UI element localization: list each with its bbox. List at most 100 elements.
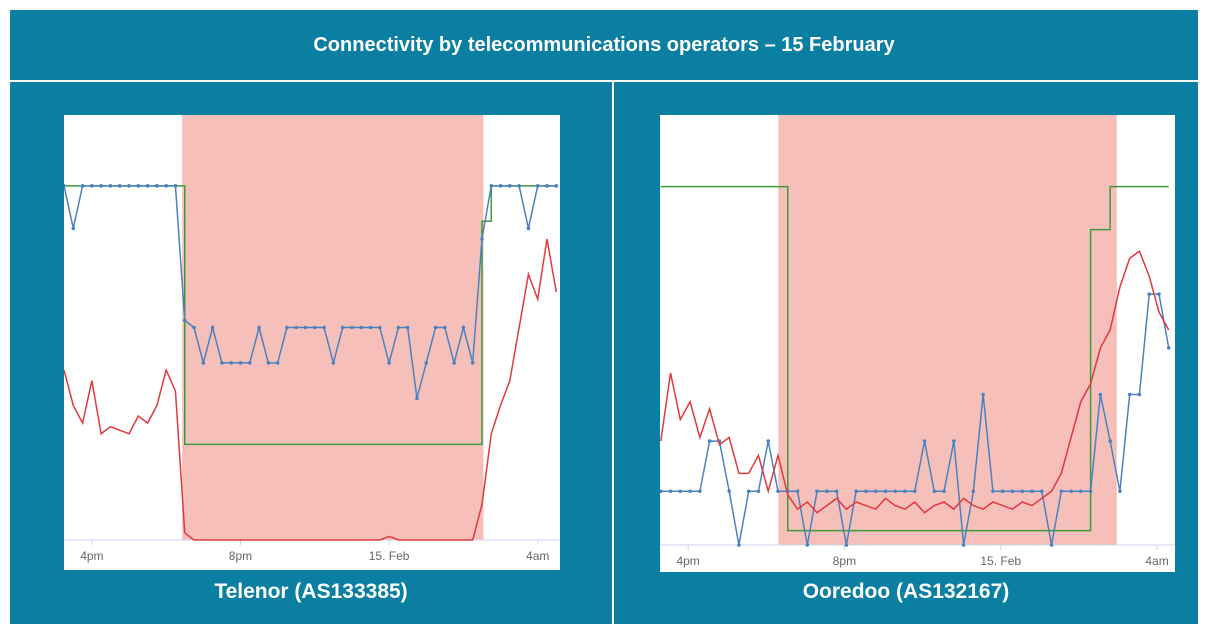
x-tick-label: 4am bbox=[526, 549, 549, 563]
point bbox=[1079, 489, 1083, 494]
point bbox=[378, 325, 382, 330]
series-line bbox=[660, 185, 1169, 532]
point bbox=[1069, 489, 1073, 494]
point bbox=[805, 543, 810, 547]
point bbox=[117, 184, 122, 188]
point bbox=[312, 325, 317, 330]
point bbox=[368, 325, 373, 330]
point bbox=[80, 184, 85, 188]
point bbox=[952, 439, 956, 443]
chart-caption: Ooredoo (AS132167) bbox=[802, 580, 1010, 603]
point bbox=[238, 361, 243, 365]
x-tick-label: 8pm bbox=[229, 549, 252, 563]
x-tick-label: 8pm bbox=[833, 554, 856, 568]
point bbox=[844, 543, 849, 547]
point bbox=[1030, 489, 1034, 494]
point bbox=[660, 489, 663, 494]
point bbox=[932, 489, 937, 494]
point bbox=[883, 489, 888, 494]
point bbox=[991, 489, 995, 494]
point bbox=[275, 361, 280, 365]
point bbox=[727, 489, 731, 494]
chart-caption: Telenor (AS133385) bbox=[214, 580, 408, 603]
point bbox=[1147, 292, 1152, 296]
point bbox=[517, 184, 521, 188]
chart: 4pm 8pm 15. Feb 4am bbox=[660, 115, 1175, 572]
point bbox=[182, 318, 187, 323]
point bbox=[893, 489, 898, 494]
point bbox=[303, 325, 308, 330]
point bbox=[498, 184, 503, 188]
point bbox=[229, 361, 233, 365]
point bbox=[1098, 392, 1103, 397]
point bbox=[535, 184, 540, 188]
outage-shade bbox=[182, 115, 484, 540]
point bbox=[359, 325, 364, 330]
point bbox=[854, 489, 858, 494]
point bbox=[698, 489, 702, 494]
x-tick-label: 15. Feb bbox=[369, 549, 410, 563]
point bbox=[470, 361, 475, 365]
point bbox=[873, 489, 878, 494]
point bbox=[220, 361, 224, 365]
point bbox=[443, 325, 447, 330]
point bbox=[903, 489, 907, 494]
point bbox=[322, 325, 326, 330]
point bbox=[415, 396, 419, 401]
point bbox=[424, 361, 429, 365]
point bbox=[922, 439, 927, 443]
point bbox=[766, 439, 771, 443]
point bbox=[155, 184, 159, 188]
point bbox=[795, 489, 800, 494]
point bbox=[247, 361, 252, 365]
point bbox=[99, 184, 103, 188]
point bbox=[981, 392, 985, 397]
point bbox=[746, 489, 751, 494]
point bbox=[145, 184, 150, 188]
point bbox=[1157, 292, 1161, 296]
point bbox=[71, 226, 76, 231]
point bbox=[136, 184, 141, 188]
point bbox=[737, 543, 741, 547]
point bbox=[815, 489, 819, 494]
point bbox=[1118, 489, 1122, 494]
point bbox=[396, 325, 401, 330]
point bbox=[350, 325, 354, 330]
point bbox=[266, 361, 271, 365]
point bbox=[173, 184, 178, 188]
point bbox=[678, 489, 683, 494]
point bbox=[387, 361, 391, 365]
point bbox=[1010, 489, 1015, 494]
outage-shade bbox=[778, 115, 1117, 545]
series-line bbox=[64, 238, 558, 541]
point bbox=[461, 325, 466, 330]
point bbox=[942, 489, 946, 494]
point bbox=[554, 184, 559, 188]
point bbox=[1059, 489, 1064, 494]
point bbox=[433, 325, 438, 330]
point bbox=[545, 184, 549, 188]
point bbox=[340, 325, 345, 330]
point bbox=[1000, 489, 1005, 494]
point bbox=[127, 184, 131, 188]
point bbox=[64, 184, 66, 188]
point bbox=[201, 361, 206, 365]
x-tick-label: 4pm bbox=[676, 554, 699, 568]
point bbox=[210, 325, 215, 330]
point bbox=[1049, 543, 1054, 547]
point bbox=[971, 489, 976, 494]
point bbox=[257, 325, 261, 330]
point bbox=[864, 489, 868, 494]
point bbox=[285, 325, 289, 330]
point bbox=[90, 184, 94, 188]
point bbox=[688, 489, 692, 494]
point bbox=[776, 489, 780, 494]
point bbox=[452, 361, 456, 365]
point bbox=[1108, 439, 1112, 443]
point bbox=[108, 184, 113, 188]
point bbox=[1137, 392, 1142, 397]
point bbox=[1088, 489, 1093, 494]
point bbox=[331, 361, 336, 365]
point bbox=[1020, 489, 1025, 494]
